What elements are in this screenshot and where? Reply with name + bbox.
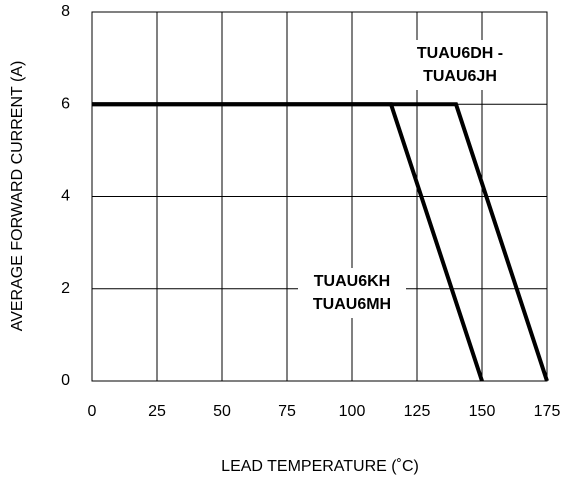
x-tick-label: 50 [213,403,231,420]
annotation-background [408,40,514,90]
y-tick-label: 4 [61,188,70,205]
y-tick-label: 0 [61,372,70,389]
x-tick-label: 0 [88,403,97,420]
y-axis-label: AVERAGE FORWARD CURRENT (A) [9,61,26,332]
x-tick-label: 150 [469,403,496,420]
y-tick-label: 2 [61,280,70,297]
annotation: TUAU6DH - [417,45,503,62]
x-tick-label: 75 [278,403,296,420]
annotation: TUAU6MH [313,296,391,313]
x-tick-label: 25 [148,403,166,420]
annotation: TUAU6JH [423,68,497,85]
annotation: TUAU6KH [314,273,390,290]
y-tick-label: 6 [61,95,70,112]
x-tick-label: 100 [339,403,366,420]
x-axis-label: LEAD TEMPERATURE (˚C) [221,458,419,475]
annotation-background [298,268,406,318]
line-series [92,102,484,382]
x-tick-label: 125 [404,403,431,420]
y-tick-label: 8 [61,3,70,20]
x-tick-label: 175 [534,403,561,420]
